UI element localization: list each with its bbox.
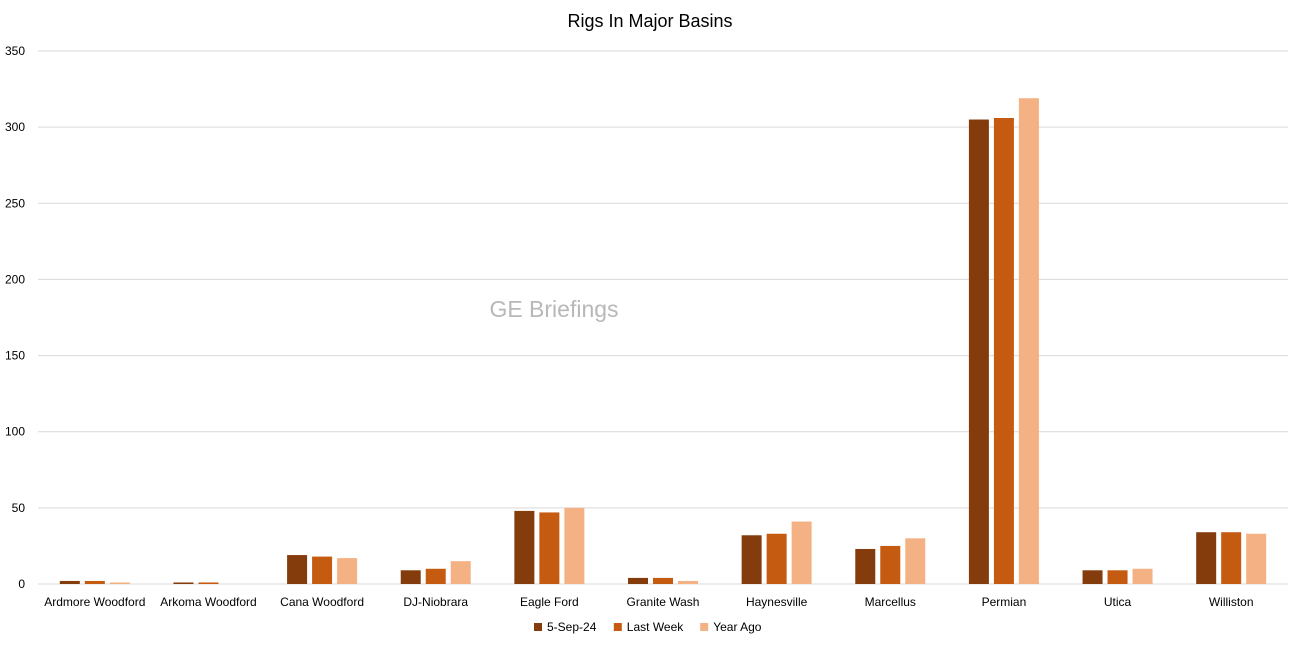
x-tick-label: Eagle Ford [520,595,579,609]
legend-label: 5-Sep-24 [547,620,597,634]
bar [1107,570,1128,584]
chart-title: Rigs In Major Basins [567,11,732,31]
bar [653,577,673,584]
bar [741,535,762,584]
bar [59,580,80,584]
legend-label: Year Ago [713,620,762,634]
y-tick-label: 50 [12,501,26,515]
bar [968,119,989,585]
y-axis-ticks: 0 50 100 150 200 250 300 350 [5,44,25,591]
bar [173,582,194,584]
bar [84,580,105,584]
y-tick-label: 0 [18,577,25,591]
y-tick-label: 250 [5,196,25,210]
bar [1018,98,1039,585]
y-tick-label: 100 [5,425,25,439]
bar [1196,532,1217,584]
x-tick-label: Permian [982,595,1027,609]
bar [109,582,130,584]
bar [855,548,876,584]
bar [564,507,585,584]
legend-label: Last Week [627,620,684,634]
y-tick-label: 200 [5,272,25,286]
legend-item: 5-Sep-24 [534,620,597,634]
bar [905,538,926,584]
bar [1082,570,1103,584]
watermark: GE Briefings [489,296,618,322]
bar [287,555,308,584]
bar [450,561,471,584]
bar [880,545,901,584]
bar [400,570,421,584]
x-tick-label: Haynesville [746,595,808,609]
x-tick-label: Utica [1104,595,1132,609]
bar [1246,533,1267,584]
bar [791,521,812,584]
x-tick-label: Williston [1209,595,1254,609]
y-tick-label: 350 [5,44,25,58]
legend-swatch [534,623,542,631]
x-tick-label: Granite Wash [627,595,700,609]
x-tick-label: Marcellus [865,595,916,609]
bar [678,580,698,584]
bars [59,98,1267,585]
bar [514,510,535,584]
legend-item: Last Week [613,620,684,634]
x-tick-label: Ardmore Woodford [44,595,145,609]
bar [766,533,787,584]
x-tick-label: Cana Woodford [280,595,364,609]
gridlines [38,50,1288,585]
bar [628,577,648,584]
legend-swatch [613,623,622,631]
y-tick-label: 150 [5,349,25,363]
legend-item: Year Ago [700,620,762,634]
y-tick-label: 300 [5,120,25,134]
x-tick-label: DJ-Niobrara [403,595,468,609]
x-axis-labels: Ardmore Woodford Arkoma Woodford Cana Wood… [44,595,1253,609]
bar [337,558,358,584]
legend: 5-Sep-24 Last Week Year Ago [534,620,762,634]
x-tick-label: Arkoma Woodford [160,595,257,609]
bar [1132,568,1153,584]
bar [198,582,219,584]
legend-swatch [700,623,709,631]
bar [539,512,560,584]
bar [425,568,446,584]
bar [312,556,333,584]
bar [1221,532,1242,584]
bar [993,118,1014,585]
